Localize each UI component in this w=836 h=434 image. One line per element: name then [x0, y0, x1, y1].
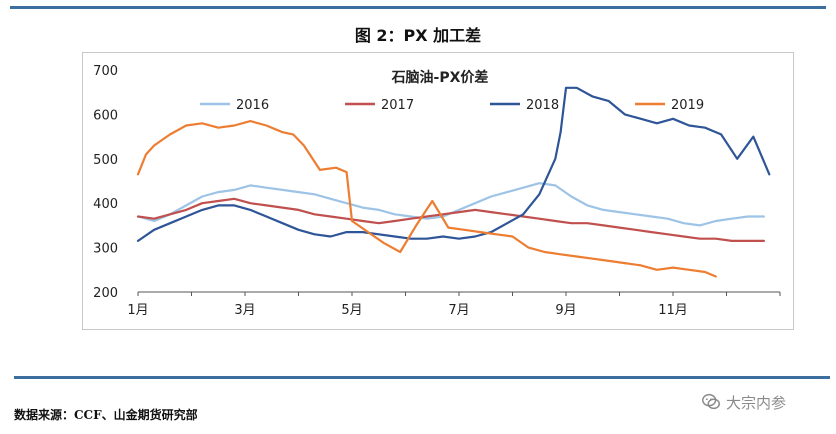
y-tick-label: 500 — [93, 153, 118, 168]
legend-label-2016: 2016 — [236, 98, 269, 113]
watermark: 大宗内参 — [700, 390, 786, 414]
y-tick-label: 600 — [93, 108, 118, 123]
x-tick-label: 7月 — [448, 303, 469, 318]
legend-label-2018: 2018 — [526, 98, 559, 113]
y-tick-label: 200 — [93, 286, 118, 301]
y-tick-label: 700 — [93, 64, 118, 79]
x-tick-label: 9月 — [555, 303, 576, 318]
x-tick-label: 3月 — [234, 303, 255, 318]
legend-label-2019: 2019 — [671, 98, 704, 113]
wechat-icon — [702, 393, 720, 410]
legend-label-2017: 2017 — [381, 98, 414, 113]
series-line-2018 — [136, 86, 771, 242]
series-lines — [136, 86, 771, 278]
top-rule — [10, 6, 826, 9]
y-axis: 200 300 400 500 600 700 — [93, 64, 118, 301]
series-line-2017 — [136, 197, 766, 242]
y-tick-label: 400 — [93, 197, 118, 212]
x-axis: 1月 3月 5月 7月 9月 11月 — [127, 291, 781, 318]
legend: 2016 2017 2018 2019 — [200, 98, 704, 113]
watermark-text: 大宗内参 — [726, 393, 787, 412]
figure-title: 图 2：PX 加工差 — [354, 26, 482, 45]
y-tick-label: 300 — [93, 242, 118, 257]
x-tick-label: 1月 — [127, 303, 148, 318]
source-note: 数据来源：CCF、山金期货研究部 — [14, 408, 198, 422]
x-tick-label: 5月 — [341, 303, 362, 318]
x-tick-label: 11月 — [658, 303, 688, 318]
chart-title: 石脑油-PX价差 — [391, 69, 489, 86]
series-line-2019 — [136, 119, 717, 278]
plot-frame — [82, 52, 794, 330]
bottom-rule — [14, 376, 830, 379]
